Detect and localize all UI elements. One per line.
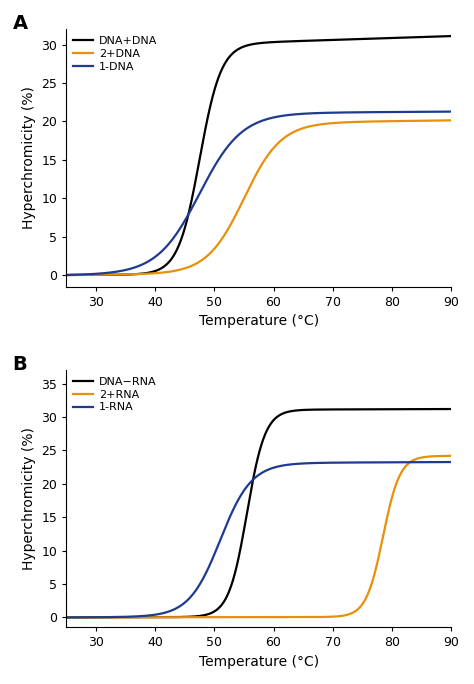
2+DNA — [356, 118, 361, 126]
DNA+DNA — [356, 35, 361, 43]
DNA−RNA — [309, 406, 314, 414]
DNA−RNA — [395, 405, 401, 413]
2+RNA — [448, 451, 454, 460]
DNA−RNA — [448, 405, 454, 413]
Legend: DNA−RNA, 2+RNA, 1‐RNA: DNA−RNA, 2+RNA, 1‐RNA — [72, 376, 157, 414]
2+DNA — [309, 122, 314, 130]
DNA+DNA — [64, 271, 69, 279]
2+RNA — [287, 613, 292, 621]
Line: 2+RNA: 2+RNA — [66, 456, 451, 618]
DNA−RNA — [64, 614, 69, 622]
2+DNA — [64, 271, 69, 279]
2+RNA — [64, 614, 69, 622]
2+DNA — [448, 116, 454, 124]
Legend: DNA+DNA, 2+DNA, 1‐DNA: DNA+DNA, 2+DNA, 1‐DNA — [72, 35, 158, 73]
1‐DNA — [64, 271, 69, 279]
Line: 1‐RNA: 1‐RNA — [66, 462, 451, 618]
1‐RNA — [64, 614, 69, 622]
2+DNA — [297, 125, 303, 133]
1‐RNA — [395, 458, 401, 466]
DNA+DNA — [395, 34, 401, 42]
2+RNA — [395, 476, 401, 484]
1‐DNA — [297, 110, 303, 118]
Line: DNA−RNA: DNA−RNA — [66, 409, 451, 618]
2+RNA — [356, 605, 361, 613]
Line: 1‐DNA: 1‐DNA — [66, 111, 451, 275]
DNA+DNA — [448, 32, 454, 40]
2+RNA — [309, 613, 314, 621]
1‐DNA — [309, 109, 314, 118]
2+DNA — [287, 130, 292, 138]
1‐RNA — [87, 613, 93, 621]
DNA−RNA — [297, 406, 303, 415]
Text: B: B — [13, 355, 27, 374]
1‐DNA — [448, 107, 454, 116]
2+RNA — [87, 614, 93, 622]
2+RNA — [297, 613, 303, 621]
1‐DNA — [287, 111, 292, 119]
1‐DNA — [87, 270, 93, 278]
1‐RNA — [297, 460, 303, 468]
DNA+DNA — [287, 37, 292, 45]
DNA+DNA — [87, 271, 93, 279]
1‐RNA — [356, 458, 361, 466]
DNA−RNA — [287, 407, 292, 415]
2+DNA — [87, 271, 93, 279]
X-axis label: Temperature (°C): Temperature (°C) — [199, 314, 319, 328]
Text: A: A — [13, 14, 27, 33]
2+DNA — [395, 117, 401, 125]
Y-axis label: Hyperchromicity (%): Hyperchromicity (%) — [22, 86, 36, 229]
Line: 2+DNA: 2+DNA — [66, 120, 451, 275]
DNA+DNA — [309, 36, 314, 44]
DNA+DNA — [297, 37, 303, 45]
1‐DNA — [356, 108, 361, 116]
DNA−RNA — [356, 405, 361, 413]
1‐RNA — [309, 459, 314, 467]
1‐RNA — [287, 460, 292, 469]
Y-axis label: Hyperchromicity (%): Hyperchromicity (%) — [22, 428, 36, 570]
1‐RNA — [448, 458, 454, 466]
Line: DNA+DNA: DNA+DNA — [66, 36, 451, 275]
1‐DNA — [395, 108, 401, 116]
X-axis label: Temperature (°C): Temperature (°C) — [199, 655, 319, 669]
DNA−RNA — [87, 614, 93, 622]
